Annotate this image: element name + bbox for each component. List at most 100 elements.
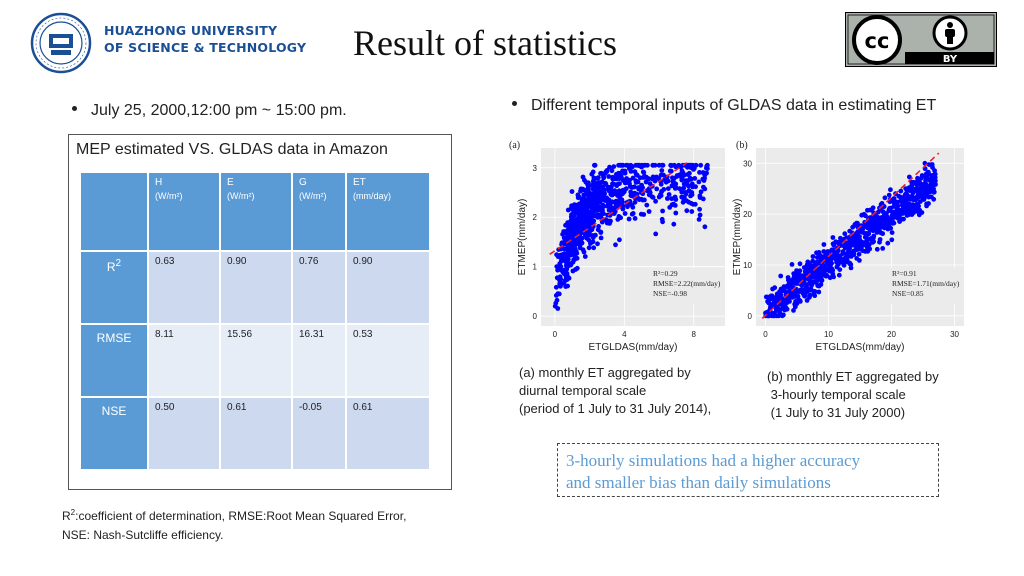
table-cell: 0.61 [346,397,430,470]
scatter-point [916,212,922,218]
scatter-point [778,286,784,292]
y-axis-label: ETMEP(mm/day) [517,199,528,276]
panel-label: (b) [736,140,748,151]
scatter-point [793,299,798,304]
scatter-point [776,313,782,319]
scatter-point [814,275,819,281]
scatter-point [696,179,702,185]
scatter-point [891,220,897,226]
table-header-row: H (W/m²) E (W/m²) G (W/m²) ET (mm/day) [80,172,430,251]
scatter-point [791,308,796,313]
column-unit: (W/m²) [227,191,255,201]
scatter-point [774,304,780,309]
scatter-point [808,269,814,274]
y-tick-label: 30 [743,159,752,168]
stats-text: NSE=0.85 [892,289,924,298]
scatter-point [788,294,794,300]
scatter-point [578,211,584,217]
scatter-point [580,186,585,192]
scatter-point [681,181,687,187]
scatter-point [586,245,592,251]
column-unit: (W/m²) [155,191,183,201]
scatter-point [639,182,644,188]
scatter-point [692,201,698,207]
scatter-point [618,162,624,168]
scatter-point [810,254,816,259]
scatter-point [907,174,912,180]
scatter-point [856,237,862,243]
scatter-point [819,277,825,283]
scatter-point [643,179,649,185]
scatter-point [791,271,797,276]
bullet-time-period-text: July 25, 2000,12:00 pm ~ 15:00 pm. [91,102,347,119]
scatter-point [572,217,578,223]
x-tick-label: 8 [692,330,697,339]
scatter-point [672,186,678,191]
scatter-point [654,174,659,180]
scatter-point [776,291,782,297]
table-cell: 0.53 [346,324,430,397]
scatter-point [598,229,604,235]
scatter-point [827,275,833,281]
scatter-point [602,170,608,176]
scatter-point [679,194,685,200]
scatter-point [907,209,913,215]
scatter-point [616,188,622,194]
scatter-point [809,280,814,286]
scatter-point [697,206,702,212]
scatter-point [629,211,635,217]
scatter-point [867,227,873,233]
scatter-point [618,215,623,221]
scatter-point [650,176,655,182]
footnote-line1: R2:coefficient of determination, RMSE:Ro… [62,503,406,526]
scatter-point [620,206,626,212]
scatter-point [606,188,612,194]
column-name: G [299,177,307,188]
scatter-point [660,162,666,168]
scatter-point [601,203,607,209]
scatter-point [591,245,597,251]
scatter-point [910,190,916,196]
scatter-point [928,177,933,183]
scatter-point [816,289,822,295]
scatter-point [807,287,813,293]
scatter-point [930,183,936,189]
scatter-point [778,273,784,279]
scatter-point [823,264,828,270]
row-header-nse: NSE [80,397,148,470]
scatter-point [554,297,560,303]
table-cell: 0.90 [346,251,430,324]
scatter-point [595,241,600,247]
footnote-r: R [62,509,71,523]
column-name: ET [353,177,366,188]
scatter-point [899,209,905,215]
y-axis-label: ETMEP(mm/day) [732,199,743,276]
scatter-point [870,239,875,244]
scatter-point [564,222,570,227]
scatter-point [632,199,638,205]
scatter-point [571,204,577,210]
table-cell: 8.11 [148,324,220,397]
scatter-plot-a: 0 4 8 0 1 2 3 ETGLDAS(mm/day) ETMEP(mm/day) (a) R²… [503,136,731,361]
scatter-point [621,189,627,195]
scatter-point [697,212,703,218]
scatter-point [930,187,936,193]
scatter-point [566,243,572,248]
scatter-point [868,215,874,221]
attribution-person-icon [932,15,968,51]
scatter-point [572,246,578,252]
row-label-superscript: 2 [115,258,122,269]
scatter-point [924,203,929,209]
scatter-point [912,203,918,208]
scatter-point [885,226,891,232]
scatter-point [839,259,844,265]
scatter-point [782,307,788,313]
column-header-g: G (W/m²) [292,172,346,251]
scatter-point [634,172,640,178]
scatter-point [566,252,572,258]
slide-title: Result of statistics [353,23,617,63]
scatter-point [606,207,612,213]
scatter-point [641,212,647,217]
university-name-line1: HUAZHONG UNIVERSITY [104,23,278,38]
row-label: R [106,260,116,274]
